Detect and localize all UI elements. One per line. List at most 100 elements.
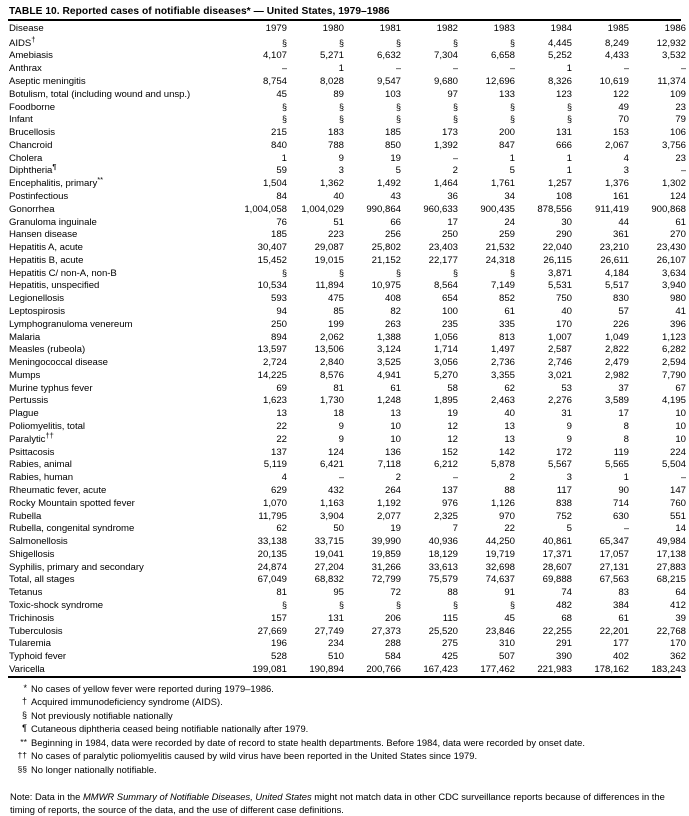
column-header-1983: 1983 [493,23,515,34]
table-row: Cholera 1 9 19–1 1 4 23 [8,152,689,165]
cell-1980: 33,715 [314,536,344,548]
table-row: Typhoid fever 528 510 584 425 507 390 402 362 [8,651,689,664]
cell-1986: – [680,165,686,176]
cell-1979: 840 [270,139,287,151]
cell-1986: 64 [675,587,686,599]
row-label: Leptospirosis [8,305,236,318]
row-label: Hepatitis B, acute [8,254,236,267]
row-label: Measles (rubeola) [8,344,236,357]
cell-1980: 89 [333,88,344,100]
cell-1980: 788 [327,139,344,151]
cell-1979: § [281,114,287,125]
cell-1980: 3 [338,165,344,177]
row-label: Legionellosis [8,293,236,306]
cell-1986: – [680,63,686,74]
cell-1979: 894 [270,331,287,343]
cell-1982: 6,212 [433,459,458,471]
cell-1980: 223 [327,229,344,241]
cell-1979: 1,070 [262,497,287,509]
cell-1979: 69 [276,382,287,394]
table-row: Postinfectious 84 40 43 36 34 108 161 124 [8,190,689,203]
cell-1986: 7,790 [661,369,686,381]
cell-1981: 1,248 [376,395,401,407]
row-label: Typhoid fever [8,651,236,664]
cell-1985: 49 [618,101,629,113]
table-row: Legionellosis 593 475 408 654 852 750 830 980 [8,293,689,306]
row-label: Malaria [8,331,236,344]
table-row: Mumps 14,225 8,576 4,941 5,270 3,355 3,021 2,98… [8,369,689,382]
footnote-symbol: §§ [17,763,27,774]
cell-1979: 15,452 [257,254,287,266]
cell-1986: 10 [675,408,686,420]
row-label: Plague [8,408,236,421]
table-row: AIDS† § § § § § 4,445 8,249 12,932 [8,35,689,50]
cell-1984: 26,115 [543,254,572,266]
cell-1981: 185 [384,127,401,139]
cell-1980: 9 [338,152,344,164]
cell-1983: 74,637 [485,574,515,586]
cell-1981: 7,118 [377,459,401,471]
cell-1986: 17,138 [656,548,686,560]
cell-1981: 2,077 [376,510,401,522]
cell-1979: 593 [270,293,287,305]
table-row: Foodborne § § § § § § 49 23 [8,101,689,114]
table-row: Lymphogranuloma venereum 250 199 263 235 335 1… [8,318,689,331]
table-row: Malaria 894 2,062 1,388 1,056 813 1,007 1,049 1,… [8,331,689,344]
table-row: Brucellosis 215 183 185 173 200 131 153 106 [8,126,689,139]
cell-1985: 4 [623,152,629,164]
cell-1983: 335 [498,318,515,330]
cell-1986: 1,302 [661,178,686,190]
cell-1983: 2,463 [490,395,515,407]
cell-1979: 185 [270,229,287,241]
cell-1982: 100 [441,306,458,317]
cell-1981: § [395,114,401,125]
cell-1984: 752 [555,510,572,522]
cell-1982: 1,895 [433,395,458,407]
cell-1985: 714 [612,497,629,509]
cell-1982: 1,056 [433,331,458,343]
disease-name: Syphilis, primary and secondary [9,561,144,573]
cell-1980: 51 [333,216,344,228]
cell-1984: 31 [561,408,572,420]
table-row: Rubella 11,795 3,904 2,077 2,325 970 752 630 551 [8,510,689,523]
cell-1981: 1,192 [376,497,401,509]
cell-1983: 310 [498,638,515,650]
table-row: Encephalitis, primary** 1,504 1,362 1,492 1,… [8,176,689,191]
table-row: Pertussis 1,623 1,730 1,248 1,895 2,463 2,276 3… [8,395,689,408]
cell-1986: 68,215 [656,574,686,586]
column-header-1981: 1981 [379,23,401,34]
cell-1979: § [281,101,287,112]
cell-1986: 551 [669,510,686,522]
table-row: Anthrax – 1 – – – 1 – – [8,63,689,76]
footnote-item: §§ No longer nationally notifiable. [8,763,681,776]
cell-1981: 264 [384,484,401,496]
cell-1979: 5,119 [263,459,287,471]
disease-name: Tuberculosis [9,625,63,637]
cell-1983: 2 [509,472,515,484]
cell-1984: 838 [555,497,572,509]
footnote-item: †† No cases of paralytic poliomyelitis ca… [8,749,681,762]
cell-1983: § [509,114,515,125]
cell-1980: § [338,267,344,278]
cell-1981: 4,941 [376,369,401,381]
table-row: Aseptic meningitis 8,754 8,028 9,547 9,680 12… [8,75,689,88]
cell-1984: 117 [556,484,572,496]
disease-name: AIDS [9,37,32,49]
cell-1985: 361 [612,229,629,241]
table-row: Hepatitis C/ non-A, non-B § § § § § 3,871 4,184… [8,267,689,280]
cell-1983: 177,462 [480,663,515,675]
table-row: Trichinosis 157 131 206 115 45 68 61 39 [8,612,689,625]
cell-1985: 830 [612,293,629,305]
row-label: Murine typhus fever [8,382,236,395]
cell-1979: 62 [276,523,287,535]
cell-1986: 10 [675,433,686,445]
disease-name: Murine typhus fever [9,382,93,394]
cell-1986: 27,883 [656,561,686,573]
cell-1979: 196 [270,638,287,650]
disease-name: Cholera [9,152,43,164]
row-label: Mumps [8,369,236,382]
disease-name: Rabies, human [9,472,74,484]
cell-1981: 103 [384,88,401,100]
row-label: Varicella [8,663,236,676]
column-header-1985: 1985 [607,23,629,34]
